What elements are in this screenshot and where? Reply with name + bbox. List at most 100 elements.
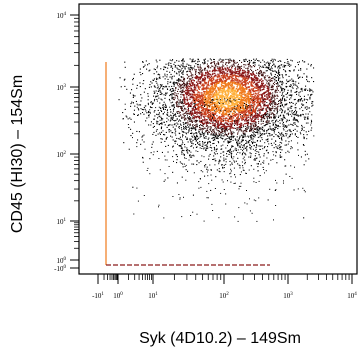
scatter-point xyxy=(285,65,287,67)
scatter-point xyxy=(256,79,258,82)
scatter-point xyxy=(281,109,283,111)
scatter-point xyxy=(237,142,239,144)
scatter-point xyxy=(158,116,160,118)
scatter-point xyxy=(311,102,313,104)
scatter-point xyxy=(170,119,172,121)
scatter-point xyxy=(220,82,223,84)
scatter-point xyxy=(203,137,205,139)
scatter-point xyxy=(240,93,243,95)
scatter-point xyxy=(282,66,284,68)
scatter-point xyxy=(263,76,265,78)
scatter-point xyxy=(253,105,255,108)
scatter-point xyxy=(182,103,184,105)
scatter-point xyxy=(236,129,238,131)
scatter-point xyxy=(216,99,218,101)
scatter-point xyxy=(285,74,287,76)
scatter-point xyxy=(243,136,245,138)
scatter-point xyxy=(216,123,218,125)
scatter-point xyxy=(243,77,245,79)
scatter-point xyxy=(214,70,216,72)
scatter-point xyxy=(213,155,215,157)
scatter-point xyxy=(164,140,166,142)
scatter-point xyxy=(193,101,196,103)
scatter-point xyxy=(285,85,287,87)
scatter-point xyxy=(281,111,283,113)
scatter-point xyxy=(219,67,221,69)
scatter-point xyxy=(250,114,252,116)
scatter-point xyxy=(256,99,259,101)
scatter-point xyxy=(153,100,155,102)
scatter-point xyxy=(172,118,174,120)
scatter-point xyxy=(205,115,207,117)
scatter-point xyxy=(195,107,196,109)
scatter-point xyxy=(254,122,256,124)
scatter-point xyxy=(157,86,159,88)
scatter-point xyxy=(269,76,271,78)
scatter-point xyxy=(224,131,226,133)
scatter-point xyxy=(227,99,229,101)
scatter-point xyxy=(218,159,220,161)
scatter-point xyxy=(229,138,231,140)
scatter-point xyxy=(243,99,245,102)
scatter-point xyxy=(147,167,149,169)
scatter-point xyxy=(293,69,295,71)
scatter-point xyxy=(306,134,308,136)
scatter-point xyxy=(147,95,149,97)
scatter-point xyxy=(290,59,292,61)
scatter-point xyxy=(199,78,201,80)
scatter-point xyxy=(156,79,158,81)
scatter-point xyxy=(228,108,230,110)
scatter-point xyxy=(179,145,181,147)
scatter-point xyxy=(254,59,256,61)
scatter-point xyxy=(302,100,304,102)
scatter-point xyxy=(235,93,237,95)
scatter-point xyxy=(230,88,232,90)
scatter-point xyxy=(264,98,266,100)
scatter-point xyxy=(242,117,245,119)
scatter-point xyxy=(182,59,184,61)
scatter-point xyxy=(183,105,185,107)
scatter-point xyxy=(206,130,208,132)
scatter-point xyxy=(279,91,281,93)
scatter-point xyxy=(257,92,259,94)
scatter-point xyxy=(299,98,301,100)
scatter-point xyxy=(247,135,249,137)
scatter-point xyxy=(227,78,229,80)
scatter-point xyxy=(244,110,246,112)
scatter-point xyxy=(176,104,178,106)
scatter-point xyxy=(207,115,210,117)
scatter-point xyxy=(272,60,274,62)
scatter-point xyxy=(206,98,208,100)
scatter-point xyxy=(195,111,197,114)
scatter-point xyxy=(208,158,210,160)
scatter-point xyxy=(234,78,236,80)
scatter-point xyxy=(186,137,188,139)
scatter-point xyxy=(205,164,207,166)
scatter-point xyxy=(148,110,150,112)
scatter-point xyxy=(257,81,259,84)
scatter-point xyxy=(156,95,158,97)
scatter-point xyxy=(285,121,287,123)
scatter-point xyxy=(201,85,203,87)
scatter-point xyxy=(271,97,273,99)
scatter-point xyxy=(210,169,212,171)
scatter-point xyxy=(198,108,200,110)
scatter-point xyxy=(254,134,256,136)
scatter-point xyxy=(156,122,158,124)
scatter-point xyxy=(207,76,209,79)
scatter-point xyxy=(247,91,249,93)
scatter-point xyxy=(252,128,254,130)
scatter-point xyxy=(218,80,221,83)
scatter-point xyxy=(294,66,296,68)
scatter-point xyxy=(194,124,196,126)
scatter-point xyxy=(195,146,197,148)
scatter-point xyxy=(217,126,220,129)
scatter-point xyxy=(284,88,286,90)
scatter-point xyxy=(259,69,261,71)
scatter-point xyxy=(281,112,283,114)
scatter-point xyxy=(144,88,146,90)
scatter-point xyxy=(248,63,250,65)
scatter-point xyxy=(192,90,194,92)
scatter-point xyxy=(170,114,172,116)
scatter-point xyxy=(276,135,278,137)
